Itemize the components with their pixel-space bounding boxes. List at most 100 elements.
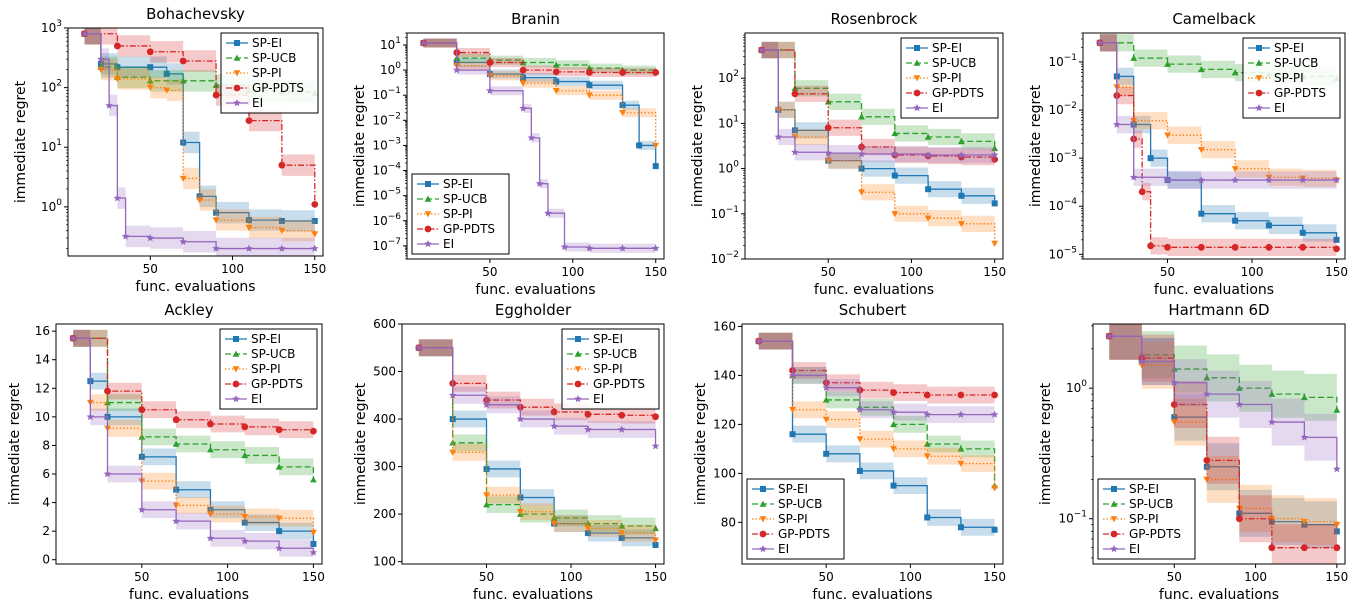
data-point xyxy=(105,101,113,109)
data-point xyxy=(652,413,659,421)
data-point xyxy=(550,408,558,416)
y-tick-label: 103 xyxy=(41,19,62,35)
plot-frame xyxy=(1082,32,1346,260)
legend-label: SP-UCB xyxy=(252,51,296,65)
data-point xyxy=(80,29,89,38)
y-tick-label: 10−1 xyxy=(710,205,739,221)
confidence-band xyxy=(758,332,995,497)
series-ei xyxy=(1096,34,1341,189)
x-tick-label: 150 xyxy=(303,262,326,276)
data-point xyxy=(196,197,204,204)
series-gp-pdts xyxy=(69,329,317,440)
data-point xyxy=(990,150,999,159)
data-point xyxy=(889,408,898,416)
data-point xyxy=(619,110,626,117)
legend-label: SP-PI xyxy=(1129,512,1159,526)
data-point xyxy=(516,509,524,516)
series-line xyxy=(758,340,996,530)
data-point xyxy=(636,142,643,149)
data-point xyxy=(172,416,180,424)
plot-frame xyxy=(401,323,665,565)
data-point xyxy=(415,343,423,351)
legend-marker xyxy=(232,350,240,357)
data-point xyxy=(618,244,627,252)
chart-title: Hartmann 6D xyxy=(1168,301,1269,319)
data-point xyxy=(1164,60,1171,67)
data-point xyxy=(212,244,220,252)
data-point xyxy=(449,449,457,456)
legend-marker xyxy=(233,336,239,342)
data-point xyxy=(890,446,897,453)
data-point xyxy=(1300,518,1308,526)
data-point xyxy=(1130,54,1138,61)
data-point xyxy=(824,149,833,157)
data-point xyxy=(97,55,105,63)
y-tick-label: 600 xyxy=(373,317,396,331)
series-line xyxy=(73,337,315,480)
legend-marker xyxy=(759,516,767,523)
data-point xyxy=(206,534,215,542)
y-axis-label: immediate regret xyxy=(352,84,368,207)
data-point xyxy=(1299,243,1307,251)
data-point xyxy=(991,485,998,492)
legend-marker xyxy=(233,54,241,61)
y-tick-label: 10−2 xyxy=(372,111,401,127)
data-point xyxy=(207,420,214,428)
y-tick-label: 10−4 xyxy=(1048,197,1077,213)
legend-label: SP-EI xyxy=(443,177,473,191)
y-tick-label: 10−6 xyxy=(372,212,401,228)
y-axis-label: immediate regret xyxy=(693,382,709,505)
data-point xyxy=(241,452,249,459)
data-point xyxy=(517,494,524,501)
data-point xyxy=(1197,176,1206,184)
y-tick-label: 102 xyxy=(41,79,62,95)
data-point xyxy=(1147,155,1154,162)
data-point xyxy=(310,476,317,483)
data-point xyxy=(1268,418,1276,426)
data-point xyxy=(179,237,187,245)
legend-marker xyxy=(424,211,432,218)
confidence-band xyxy=(73,329,314,489)
legend-label: EI xyxy=(593,392,604,406)
y-tick-label: 10−2 xyxy=(1048,101,1077,117)
data-point xyxy=(1231,166,1239,173)
chart-title: Branin xyxy=(511,10,560,28)
x-tick-label: 50 xyxy=(1160,265,1175,279)
data-point xyxy=(824,124,832,132)
data-point xyxy=(585,69,593,76)
legend-marker xyxy=(1255,104,1263,112)
x-axis-label: func. evaluations xyxy=(129,587,249,603)
data-point xyxy=(858,113,865,120)
x-axis-label: func. evaluations xyxy=(1154,282,1274,298)
legend-label: SP-UCB xyxy=(1129,497,1173,511)
confidence-band xyxy=(1109,324,1337,549)
data-point xyxy=(1113,120,1121,128)
x-tick-label: 150 xyxy=(644,265,667,279)
data-point xyxy=(275,463,283,470)
y-tick-label: 10−2 xyxy=(710,250,739,266)
data-point xyxy=(957,391,965,399)
data-point xyxy=(276,528,283,535)
legend-marker xyxy=(759,500,767,507)
data-point xyxy=(1129,173,1138,181)
legend-label: SP-UCB xyxy=(593,347,637,361)
legend-label: SP-EI xyxy=(252,36,282,50)
legend-label: EI xyxy=(932,101,943,115)
data-point xyxy=(173,486,180,493)
legend-marker xyxy=(1110,516,1118,523)
data-point xyxy=(241,423,249,431)
data-point xyxy=(483,465,490,472)
x-tick-label: 100 xyxy=(216,570,239,584)
data-point xyxy=(991,144,999,152)
data-point xyxy=(618,530,626,537)
y-axis-label: immediate regret xyxy=(7,382,23,505)
data-point xyxy=(1203,476,1211,483)
data-point xyxy=(519,66,527,74)
data-point xyxy=(97,66,105,74)
plot-frame xyxy=(67,27,324,257)
legend-marker xyxy=(424,240,432,248)
data-point xyxy=(1164,132,1171,139)
chart-panel-5: Ackley 50 100 150 0 2 4 6 8 10 12 14 16 func. evaluat… xyxy=(7,301,325,603)
